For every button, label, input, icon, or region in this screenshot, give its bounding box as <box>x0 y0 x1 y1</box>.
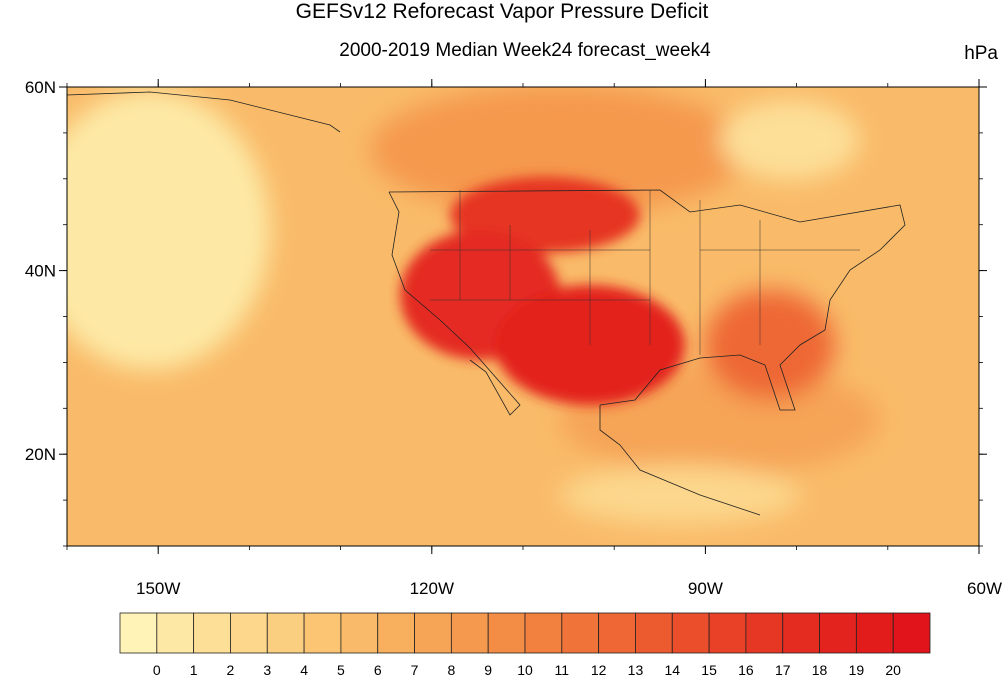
colorbar-label: 2 <box>227 662 235 678</box>
colorbar-label: 18 <box>812 662 828 678</box>
colorbar-swatch <box>855 612 894 654</box>
southeast-us <box>705 290 835 400</box>
chart-subtitle: 2000-2019 Median Week24 forecast_week4 <box>339 40 711 61</box>
colorbar-label: 17 <box>775 662 791 678</box>
colorbar-label: 19 <box>849 662 865 678</box>
colorbar-swatch <box>635 612 673 654</box>
colorbar: 0 1 2 3 4 5 6 7 8 9 10 11 12 13 14 15 16 17 18 19 20 <box>119 612 931 678</box>
colorbar-label: 4 <box>300 662 308 678</box>
colorbar-swatch <box>782 612 820 654</box>
colorbar-swatch <box>230 612 268 654</box>
lat-tick-label: 40N <box>25 262 56 281</box>
longitude-axis: 150W 120W 90W 60W <box>66 79 1002 598</box>
colorbar-label: 7 <box>411 662 419 678</box>
state-borders <box>430 190 860 355</box>
colorbar-label: 15 <box>701 662 717 678</box>
colorbar-label: 8 <box>447 662 455 678</box>
hudson-bay-low <box>720 100 860 180</box>
colorbar-swatch <box>377 612 415 654</box>
central-america-low <box>560 465 800 525</box>
colorbar-swatch <box>414 612 452 654</box>
lon-tick-label: 150W <box>136 579 180 598</box>
colorbar-swatch <box>598 612 636 654</box>
colorbar-label: 9 <box>484 662 492 678</box>
latitude-axis: 60N 40N 20N <box>25 78 987 547</box>
colorbar-swatch <box>266 612 305 654</box>
colorbar-swatch <box>561 612 600 654</box>
colorbar-swatch <box>193 612 231 654</box>
colorbar-label: 1 <box>190 662 198 678</box>
units-label: hPa <box>964 43 998 64</box>
colorbar-label: 14 <box>664 662 680 678</box>
colorbar-label: 20 <box>885 662 901 678</box>
vpd-field <box>67 87 979 546</box>
coastlines <box>67 91 906 516</box>
colorbar-label: 10 <box>517 662 533 678</box>
colorbar-label: 16 <box>738 662 754 678</box>
lat-tick-label: 60N <box>25 78 56 97</box>
colorbar-label: 3 <box>263 662 271 678</box>
colorbar-swatch <box>156 612 195 654</box>
lon-tick-label: 60W <box>967 579 1002 598</box>
western-north-pacific-low <box>67 90 270 370</box>
colorbar-label: 5 <box>337 662 345 678</box>
colorbar-swatch <box>487 612 526 654</box>
colorbar-swatch <box>745 612 784 654</box>
colorbar-swatch <box>340 612 379 654</box>
colorbar-swatch <box>708 612 747 654</box>
colorbar-label: 11 <box>555 662 570 678</box>
chart-title: GEFSv12 Reforecast Vapor Pressure Defici… <box>295 0 709 23</box>
colorbar-swatch <box>119 612 158 654</box>
colorbar-swatch <box>524 612 563 654</box>
lon-tick-label: 90W <box>688 579 723 598</box>
colorbar-label: 13 <box>628 662 644 678</box>
colorbar-swatch <box>671 612 710 654</box>
lat-tick-label: 20N <box>25 445 56 464</box>
colorbar-swatch <box>819 612 857 654</box>
colorbar-label: 0 <box>153 662 161 678</box>
canada-prairies <box>370 87 750 215</box>
colorbar-label: 6 <box>374 662 382 678</box>
colorbar-label: 12 <box>591 662 607 678</box>
lon-tick-label: 120W <box>410 579 454 598</box>
colorbar-swatch <box>450 612 489 654</box>
colorbar-swatch <box>303 612 342 654</box>
colorbar-swatch <box>892 612 931 654</box>
